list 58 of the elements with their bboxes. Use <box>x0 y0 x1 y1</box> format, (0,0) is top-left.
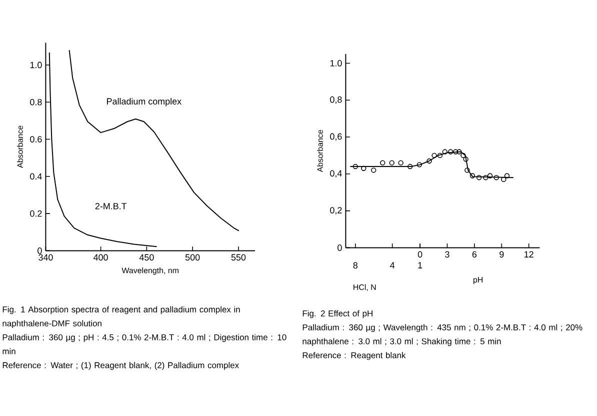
point <box>380 160 386 166</box>
x-tick-label: 500 <box>185 254 200 261</box>
x-tick-label: 550 <box>231 254 246 261</box>
x-tick-label: 0 <box>418 251 422 258</box>
point <box>470 173 476 178</box>
point <box>352 164 358 170</box>
point <box>464 168 470 173</box>
y-tick-label: 0 <box>338 244 342 251</box>
text: Palladium complex <box>107 98 182 106</box>
point <box>504 173 510 178</box>
point <box>442 149 448 154</box>
x-tick-label: 450 <box>139 254 154 261</box>
y-tick-label: 0,8 <box>330 96 342 104</box>
y-tick-label: 0.4 <box>30 173 42 180</box>
y-tick-label: 1.0 <box>330 60 342 66</box>
point <box>361 166 366 171</box>
point <box>463 156 468 162</box>
y-tick-label: 0,2 <box>330 207 342 214</box>
y-tick-label: 1.0 <box>30 62 42 68</box>
text: Fig. 1 Absorption spectra of reagent and palladium complex in naphthalene-DMF solution <box>2 306 240 328</box>
y-tick-label: 0.2 <box>30 210 42 217</box>
point <box>448 149 454 154</box>
text: Reference : Water ; (1) Reagent blank, (2) Palladium complex <box>2 362 239 370</box>
y-tick-label: 0.8 <box>30 98 42 106</box>
x-tick-label: 6 <box>472 251 477 258</box>
point <box>452 149 458 154</box>
text: Reference : Reagent blank <box>302 352 406 360</box>
x2-tick-label: 8 <box>353 262 358 269</box>
y-tick-label: 0,4 <box>330 170 342 178</box>
text: Fig. 2 Effect of pH <box>302 310 372 318</box>
y-tick-label: 0,6 <box>330 133 342 141</box>
text: 2-M.B.T <box>95 202 127 210</box>
point <box>460 152 466 158</box>
y-tick-label: 0.6 <box>30 136 42 142</box>
point <box>389 160 394 166</box>
x-tick-label: 9 <box>500 251 504 258</box>
text: Palladium : 360 µg ; Wavelength : 435 nm ; 0.1% 2-M.B.T : 4.0 ml ; 20% naphthalene : 3.0 ml ; 3.0 ml ; Shaking time : 5 min <box>302 324 582 346</box>
point <box>501 176 506 182</box>
line-series <box>68 50 240 232</box>
point <box>416 162 422 168</box>
x-tick-label: 400 <box>94 254 108 261</box>
point <box>426 158 432 164</box>
point <box>432 152 437 158</box>
x-tick-label: 12 <box>524 251 534 258</box>
x-tick-label: 340 <box>38 254 53 261</box>
point <box>407 164 413 170</box>
point <box>494 175 499 180</box>
point <box>487 173 493 178</box>
text: Palladium : 360 µg ; pH : 4.5 ; 0.1% 2-M.B.T : 4.0 ml ; Digestion time : 10 min <box>2 334 286 354</box>
point <box>398 160 404 166</box>
x2-tick-label: 4 <box>390 262 395 268</box>
point <box>456 149 462 154</box>
point <box>437 152 443 158</box>
x2-tick-label: 1 <box>418 262 422 268</box>
point <box>483 175 488 180</box>
x-tick-label: 3 <box>445 251 450 258</box>
point <box>371 168 376 173</box>
point <box>476 175 482 180</box>
